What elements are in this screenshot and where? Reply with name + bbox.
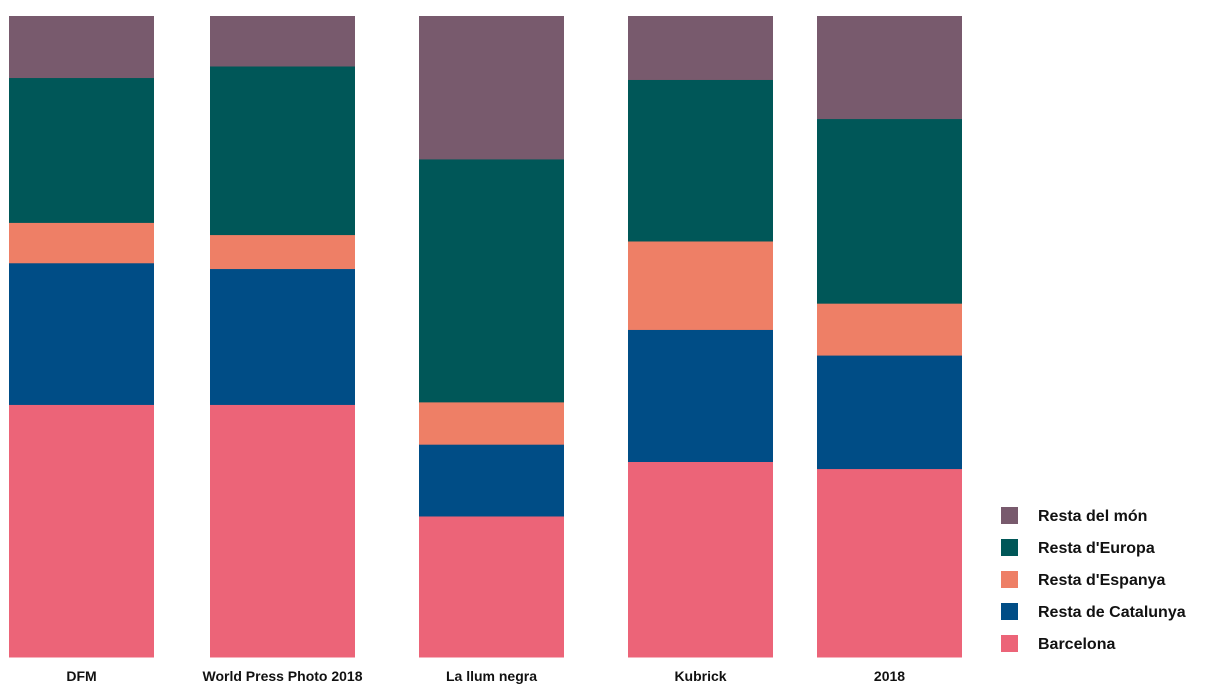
- category-label-2018: 2018: [874, 668, 905, 684]
- bar-segment-2018-resta-de-catalunya: [817, 355, 962, 470]
- bar-segment-dfm-resta-del-mon: [9, 16, 154, 79]
- legend-label-resta-d-espanya: Resta d'Espanya: [1038, 572, 1166, 589]
- legend-swatch-resta-d-espanya: [1001, 571, 1018, 588]
- bar-segment-kubrick-resta-de-catalunya: [628, 329, 773, 462]
- bar-segment-dfm-barcelona: [9, 404, 154, 658]
- bar-segment-world-press-photo-2018-resta-del-mon: [210, 16, 355, 67]
- bar-segment-2018-resta-del-mon: [817, 16, 962, 120]
- category-labels: DFM World Press Photo 2018 La llum negra Ku…: [66, 668, 905, 684]
- legend-label-barcelona: Barcelona: [1038, 636, 1115, 653]
- legend-label-resta-d-europa: Resta d'Europa: [1038, 540, 1155, 557]
- category-label-dfm: DFM: [66, 668, 96, 684]
- bar-segment-world-press-photo-2018-resta-d-europa: [210, 66, 355, 236]
- bar-segment-la-llum-negra-resta-de-catalunya: [419, 444, 564, 517]
- bar-segment-world-press-photo-2018-barcelona: [210, 404, 355, 658]
- bars-group: [9, 16, 962, 658]
- bar-segment-dfm-resta-d-europa: [9, 77, 154, 223]
- bar-segment-2018-resta-d-espanya: [817, 303, 962, 356]
- bar-segment-world-press-photo-2018-resta-de-catalunya: [210, 268, 355, 405]
- bar-segment-dfm-resta-de-catalunya: [9, 262, 154, 405]
- bar-segment-la-llum-negra-resta-d-espanya: [419, 401, 564, 445]
- legend: Resta del món Resta d'Europa Resta d'Espan…: [1001, 507, 1186, 653]
- category-label-la-llum-negra: La llum negra: [446, 668, 537, 684]
- category-label-kubrick: Kubrick: [674, 668, 726, 684]
- legend-swatch-resta-d-europa: [1001, 539, 1018, 556]
- bar-segment-la-llum-negra-barcelona: [419, 515, 564, 658]
- legend-swatch-resta-de-catalunya: [1001, 603, 1018, 620]
- category-label-world-press-photo-2018: World Press Photo 2018: [202, 668, 362, 684]
- bar-segment-la-llum-negra-resta-del-mon: [419, 16, 564, 160]
- bar-segment-la-llum-negra-resta-d-europa: [419, 158, 564, 403]
- bar-segment-kubrick-resta-d-europa: [628, 79, 773, 242]
- legend-swatch-barcelona: [1001, 635, 1018, 652]
- bar-segment-kubrick-barcelona: [628, 461, 773, 658]
- bar-segment-kubrick-resta-del-mon: [628, 16, 773, 80]
- legend-label-resta-del-mon: Resta del món: [1038, 508, 1147, 525]
- legend-label-resta-de-catalunya: Resta de Catalunya: [1038, 604, 1186, 621]
- bar-segment-world-press-photo-2018-resta-d-espanya: [210, 234, 355, 270]
- bar-segment-dfm-resta-d-espanya: [9, 222, 154, 264]
- bar-segment-2018-resta-d-europa: [817, 118, 962, 304]
- legend-swatch-resta-del-mon: [1001, 507, 1018, 524]
- bar-segment-kubrick-resta-d-espanya: [628, 240, 773, 330]
- bar-segment-2018-barcelona: [817, 468, 962, 658]
